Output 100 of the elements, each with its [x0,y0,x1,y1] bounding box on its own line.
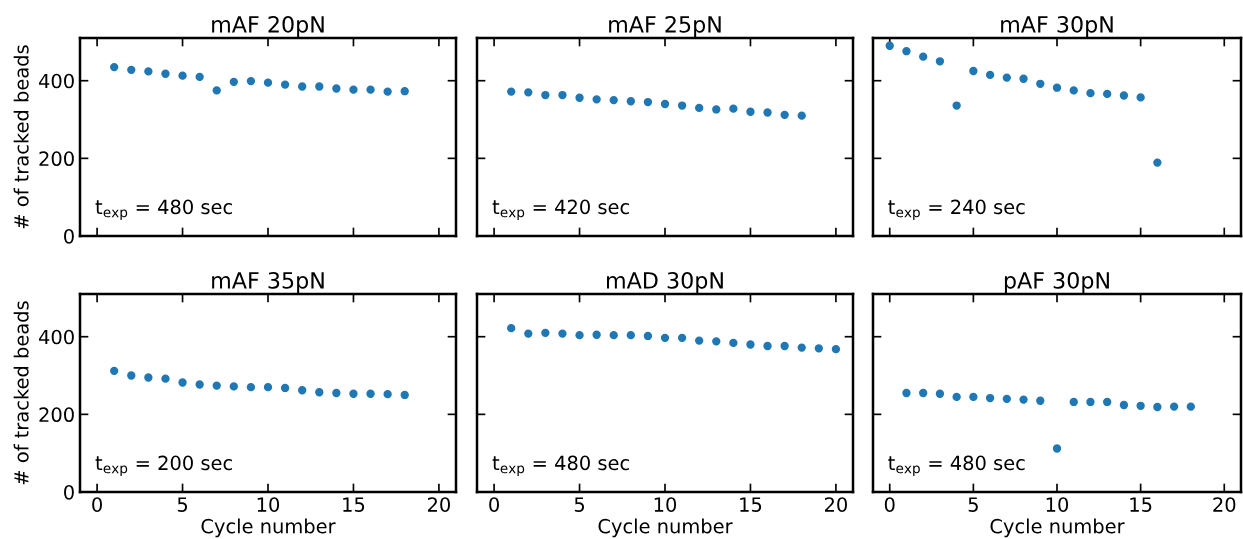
point [195,380,204,389]
point [507,324,516,333]
point [524,88,533,97]
x-tick-label: 15 [1130,497,1152,512]
x-axis-title: Cycle number [990,518,1125,538]
point [1036,396,1045,405]
point [1069,397,1078,407]
point [144,373,153,382]
point [952,392,961,402]
point [660,99,670,109]
annotation: t$_{exp}$ = 240 sec [888,199,1025,220]
point [1052,444,1062,453]
point [695,336,704,345]
point [229,382,238,391]
point [178,71,187,80]
point [1019,395,1028,404]
point [1119,400,1129,410]
point [1153,158,1162,167]
point [985,393,995,403]
point [780,110,789,120]
point [558,329,567,338]
point [127,371,136,380]
point [763,341,772,351]
point [952,101,961,110]
point [280,383,290,393]
x-tick-label: 5 [574,497,585,512]
point [127,65,136,74]
x-tick-label: 0 [92,497,102,512]
point [246,76,256,86]
point [1086,397,1095,407]
point [712,105,721,114]
x-tick-label: 10 [654,497,677,512]
point [712,337,721,346]
point [919,52,928,61]
chart-title: mAF 25pN [609,15,721,38]
annotation: t$_{exp}$ = 480 sec [492,455,629,476]
point [229,77,238,87]
point [1069,86,1078,95]
point [110,62,119,72]
annotation: t$_{exp}$ = 480 sec [888,455,1025,476]
point [1136,93,1145,102]
annotation: t$_{exp}$ = 480 sec [95,199,232,220]
point [660,333,670,343]
x-axis-title: Cycle number [201,518,336,538]
y-tick-label: 0 [64,484,74,500]
point [1002,394,1011,403]
point [695,103,704,113]
x-tick-label: 15 [740,497,762,512]
point [212,381,221,390]
point [592,330,601,339]
point [729,338,738,348]
chart-title: mAF 30pN [1001,15,1113,38]
point [298,82,307,91]
point [609,330,618,340]
point [263,78,273,87]
point [985,70,995,80]
point [1103,89,1112,99]
y-tick-label: 0 [64,228,74,244]
point [575,330,584,340]
point [366,389,375,398]
point [677,333,687,343]
point [298,386,307,395]
x-tick-label: 0 [884,497,895,512]
point [814,344,823,353]
point [746,340,755,349]
point [935,389,945,398]
x-tick-label: 5 [177,497,188,512]
point [677,101,687,110]
point [349,389,358,398]
point [592,95,601,104]
x-tick-label: 10 [1046,497,1069,512]
point [831,344,841,354]
point [558,90,567,100]
point [797,111,806,120]
point [902,47,911,56]
x-tick-label: 15 [343,497,365,512]
point [400,390,409,400]
point [643,97,653,107]
x-tick-label: 20 [1213,497,1236,512]
point [161,374,170,383]
point [366,85,375,94]
point [110,366,119,376]
point [935,57,945,66]
x-tick-label: 20 [824,497,847,512]
point [332,388,341,398]
x-tick-label: 20 [427,497,450,512]
point [507,87,516,96]
point [541,328,550,337]
point [919,388,928,398]
x-tick-label: 10 [257,497,280,512]
y-tick-label: 400 [38,329,74,345]
point [349,85,358,94]
point [575,93,584,102]
point [315,388,324,397]
point [280,80,290,89]
point [161,69,170,78]
point [1052,83,1062,92]
x-tick-label: 5 [968,497,978,512]
point [315,82,324,91]
chart-title: pAF 30pN [1004,271,1109,294]
